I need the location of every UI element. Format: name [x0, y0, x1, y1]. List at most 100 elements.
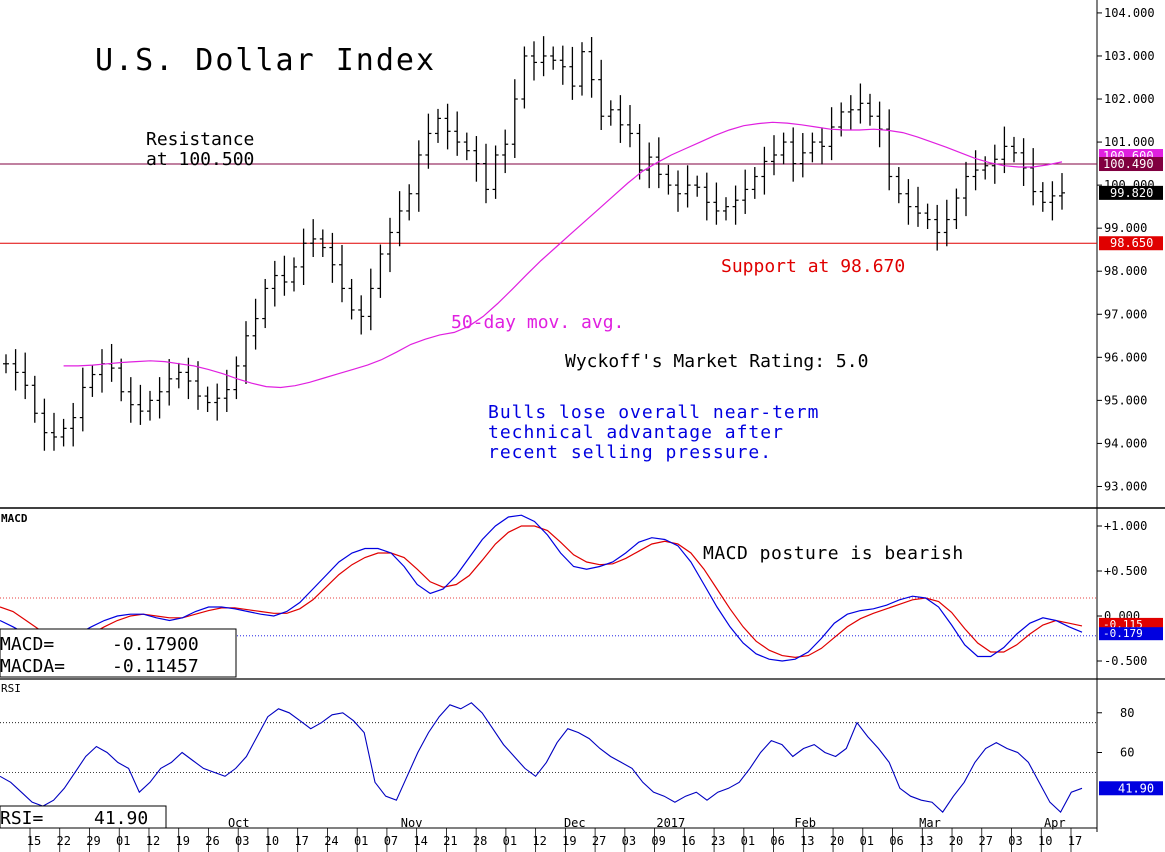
price-bar — [867, 93, 873, 126]
price-bar — [396, 191, 403, 247]
price-bar — [425, 113, 432, 169]
rsi-tag-text: 41.90 — [1118, 781, 1154, 795]
price-bar — [329, 232, 336, 283]
price-bar — [511, 79, 518, 158]
rsi-axis: 80 60 — [1097, 706, 1134, 760]
rsi-value: 41.90 — [94, 808, 148, 829]
x-day-label: 19 — [175, 834, 189, 848]
support-tag: 98.650 — [1099, 236, 1163, 251]
price-bar — [185, 357, 192, 400]
x-day-label: 01 — [354, 834, 368, 848]
price-bar — [1030, 148, 1037, 206]
macda-value-label: MACDA= — [0, 656, 65, 677]
price-bar — [828, 107, 835, 161]
price-bar — [943, 199, 950, 247]
price-bar — [319, 229, 326, 258]
price-bar — [713, 182, 720, 225]
price-tick-label: 98.000 — [1104, 264, 1147, 278]
price-bar — [300, 228, 307, 285]
x-day-label: 01 — [503, 834, 517, 848]
x-day-label: 26 — [205, 834, 219, 848]
price-bar — [636, 123, 643, 180]
x-axis: 15 22 29 01 12 19 26 03 10 17 24 01 07 14 21 28 01 12 19 27… — [27, 816, 1082, 852]
price-bar — [483, 143, 489, 204]
support-label: Support at 98.670 — [721, 256, 905, 277]
macd-value-label: MACD= — [0, 634, 54, 655]
price-bar — [1039, 182, 1046, 212]
x-month-label: Apr — [1044, 816, 1066, 830]
price-bar — [847, 95, 854, 131]
market-rating: Wyckoff's Market Rating: 5.0 — [565, 351, 868, 372]
x-day-label: 01 — [860, 834, 874, 848]
x-day-label: 21 — [443, 834, 457, 848]
price-bar — [540, 36, 547, 77]
price-bar — [41, 398, 48, 451]
x-day-label: 19 — [562, 834, 576, 848]
resistance-tag: 100.490 — [1099, 157, 1163, 172]
rsi-tick-label: 80 — [1120, 706, 1134, 720]
price-bar — [1011, 136, 1017, 163]
moving-average-line — [63, 121, 1063, 389]
price-tick-label: 97.000 — [1104, 307, 1147, 321]
price-bar — [463, 132, 470, 161]
price-bar — [377, 244, 384, 298]
x-day-label: 27 — [592, 834, 606, 848]
price-bar — [358, 295, 365, 335]
price-bar — [444, 103, 451, 150]
price-bar — [271, 260, 278, 307]
price-bar — [876, 101, 883, 148]
price-bar — [521, 46, 528, 109]
price-bar — [761, 146, 768, 195]
price-bar — [454, 111, 461, 156]
price-bar — [627, 105, 633, 148]
price-panel: 104.000103.000102.000101.000100.00099.00… — [0, 6, 1163, 493]
x-day-label: 29 — [86, 834, 100, 848]
price-bar — [703, 172, 710, 221]
price-bar — [22, 352, 29, 400]
x-day-label: 06 — [770, 834, 784, 848]
price-bar — [809, 132, 816, 163]
price-bar — [214, 383, 221, 421]
price-bar — [492, 145, 499, 199]
price-bar — [223, 369, 230, 412]
price-bar — [51, 412, 57, 451]
price-bar — [646, 142, 653, 189]
macd-tick-label: -0.500 — [1104, 654, 1147, 668]
resistance-label-line1: Resistance — [146, 129, 254, 150]
price-bar — [655, 137, 662, 189]
price-tick-label: 101.000 — [1104, 135, 1155, 149]
price-bar — [617, 95, 624, 143]
x-day-label: 20 — [949, 834, 963, 848]
macd-value-box: MACD= -0.17900 MACDA= -0.11457 — [0, 628, 237, 678]
price-bar — [387, 217, 393, 273]
x-day-label: 28 — [473, 834, 487, 848]
price-bar — [857, 83, 864, 124]
price-bar — [156, 377, 163, 419]
rsi-line — [0, 702, 1083, 813]
x-day-label: 03 — [1008, 834, 1022, 848]
rsi-value-label: RSI= — [0, 808, 44, 829]
macd-tick-label: +0.500 — [1104, 564, 1147, 578]
macd-value: -0.17900 — [112, 634, 199, 655]
x-day-label: 07 — [384, 834, 398, 848]
rsi-value-box: RSI= 41.90 — [0, 805, 167, 829]
price-bar — [588, 37, 595, 98]
price-bar — [924, 203, 931, 230]
x-day-label: 17 — [294, 834, 308, 848]
price-bar — [204, 386, 211, 412]
price-bar — [127, 377, 134, 423]
x-day-label: 03 — [235, 834, 249, 848]
price-bar — [1059, 173, 1065, 210]
price-bar — [963, 161, 969, 217]
comment-line3: recent selling pressure. — [488, 442, 772, 463]
price-bar — [195, 361, 201, 410]
price-bar — [780, 132, 787, 165]
rsi-title: RSI — [1, 682, 21, 695]
macd-line — [0, 514, 1083, 662]
x-day-label: 22 — [57, 834, 71, 848]
price-tick-label: 102.000 — [1104, 92, 1155, 106]
price-bar — [1049, 181, 1056, 221]
x-day-label: 10 — [1038, 834, 1052, 848]
support-tag-text: 98.650 — [1110, 236, 1153, 250]
price-bar — [799, 133, 806, 178]
